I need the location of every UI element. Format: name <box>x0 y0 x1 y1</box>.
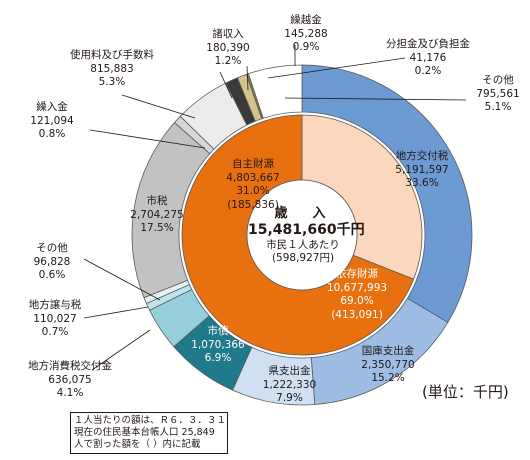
slice-name: 諸収入 <box>212 28 244 40</box>
inner-value: 4,803,667 <box>226 171 280 184</box>
slice-percent: 17.5% <box>140 222 174 234</box>
slice-percent: 15.2% <box>371 372 405 384</box>
slice-value: 2,704,275 <box>130 208 184 221</box>
slice-name: 分担金及び負担金 <box>386 38 470 50</box>
label-shoshunyu: 諸収入 180,390 1.2% <box>198 28 258 69</box>
slice-percent: 5.3% <box>98 76 126 88</box>
inner-label-jishu: 自主財源 4,803,667 31.0% (185,836) <box>213 158 293 212</box>
label-chiho-kofuzei: 地方交付税 5,191,597 33.6% <box>382 150 462 191</box>
slice-name: 繰越金 <box>290 14 322 26</box>
slice-percent: 33.6% <box>405 177 439 189</box>
inner-name: 依存財源 <box>336 268 378 280</box>
slice-value: 1,222,330 <box>262 378 317 391</box>
leader-line-6 <box>284 97 467 101</box>
total-value: 15,481,660千円 <box>248 221 365 238</box>
slice-percent: 0.9% <box>292 41 320 53</box>
inner-value: 10,677,993 <box>326 281 388 294</box>
center-hole <box>246 179 358 291</box>
label-kurikomi: 繰入金 121,094 0.8% <box>22 101 82 142</box>
slice-name: 市税 <box>146 195 168 207</box>
leader-line-7 <box>83 258 161 301</box>
leader-line-5 <box>267 57 406 79</box>
slice-percent: 0.2% <box>414 65 442 77</box>
leader-line-8 <box>83 306 149 319</box>
leader-line-2 <box>219 71 233 99</box>
inner-name: 自主財源 <box>232 158 274 170</box>
slice-name: 市債 <box>207 325 229 337</box>
slice-name: 使用料及び手数料 <box>70 49 154 61</box>
slice-value: 145,288 <box>284 27 328 40</box>
label-kurikoshi: 繰越金 145,288 0.9% <box>276 14 336 55</box>
slice-percent: 0.6% <box>38 269 66 281</box>
slice-value: 2,350,770 <box>361 358 415 371</box>
label-joyozei: 地方譲与税 110,027 0.7% <box>20 299 90 340</box>
slice-value: 180,390 <box>206 41 250 54</box>
slice-percent: 0.7% <box>41 326 69 338</box>
slice-name: その他 <box>36 242 68 254</box>
slice-name: 繰入金 <box>36 101 68 113</box>
label-chiho-shohizei: 地方消費税交付金 636,075 4.1% <box>20 360 120 401</box>
label-shizei: 市税 2,704,275 17.5% <box>122 195 192 236</box>
slice-value: 121,094 <box>30 114 74 127</box>
center-label: 歳 入 15,481,660千円 市民１人あたり (598,927円) <box>248 206 365 266</box>
slice-percent: 5.1% <box>484 101 512 113</box>
inner-label-izon: 依存財源 10,677,993 69.0% (413,091) <box>312 268 402 322</box>
leader-line-0 <box>89 129 206 149</box>
footnote-line: 現在の住民基本台帳人口 25,849 <box>74 427 215 438</box>
inner-per-capita: (185,836) <box>227 198 279 211</box>
label-shiyoryo: 使用料及び手数料 815,883 5.3% <box>62 49 162 90</box>
inner-percent: 69.0% <box>340 295 374 307</box>
label-shisai: 市債 1,070,366 6.9% <box>183 325 253 366</box>
inner-per-capita: (413,091) <box>331 308 383 321</box>
slice-percent: 7.9% <box>276 392 303 404</box>
label-kokko: 国庫支出金 2,350,770 15.2% <box>348 345 428 386</box>
slice-percent: 0.8% <box>38 128 66 140</box>
label-sonota-right: その他 795,561 5.1% <box>468 74 528 115</box>
footnote-line: 人で割った額を（ ）内に記載 <box>74 439 201 450</box>
outer-slice-0 <box>301 64 473 324</box>
slice-value: 636,075 <box>48 373 92 386</box>
leader-line-9 <box>91 329 151 371</box>
slice-name: その他 <box>482 74 514 86</box>
slice-value: 41,176 <box>409 51 447 64</box>
footnote-box: １人当たりの額は、Ｒ６．３．３１ 現在の住民基本台帳人口 25,849 人で割っ… <box>70 412 228 454</box>
slice-name: 地方譲与税 <box>28 299 82 311</box>
slice-value: 815,883 <box>90 62 134 75</box>
unit-label: (単位：千円) <box>422 383 509 401</box>
per-capita-value: (598,927円) <box>271 252 335 264</box>
per-capita-label: 市民１人あたり <box>266 238 340 251</box>
outer-slice-13 <box>247 64 303 119</box>
inner-percent: 31.0% <box>236 185 270 197</box>
label-ken: 県支出金 1,222,330 7.9% <box>252 365 327 406</box>
slice-percent: 6.9% <box>204 352 232 364</box>
slice-value: 795,561 <box>476 87 520 100</box>
label-buntankin: 分担金及び負担金 41,176 0.2% <box>378 38 478 79</box>
slice-value: 5,191,597 <box>395 163 449 176</box>
slice-value: 96,828 <box>33 255 71 268</box>
slice-name: 地方消費税交付金 <box>28 360 112 372</box>
slice-value: 1,070,366 <box>191 338 245 351</box>
slice-percent: 4.1% <box>56 387 84 399</box>
slice-name: 国庫支出金 <box>361 345 415 357</box>
footnote-line: １人当たりの額は、Ｒ６．３．３１ <box>74 415 227 426</box>
chart-title: 歳 入 <box>274 206 332 221</box>
label-sonota-left: その他 96,828 0.6% <box>22 242 82 283</box>
slice-name: 県支出金 <box>268 365 311 377</box>
leader-line-1 <box>121 94 196 119</box>
slice-name: 地方交付税 <box>395 150 449 162</box>
slice-value: 110,027 <box>33 312 77 325</box>
slice-percent: 1.2% <box>214 55 242 67</box>
leader-line-3 <box>246 65 249 91</box>
